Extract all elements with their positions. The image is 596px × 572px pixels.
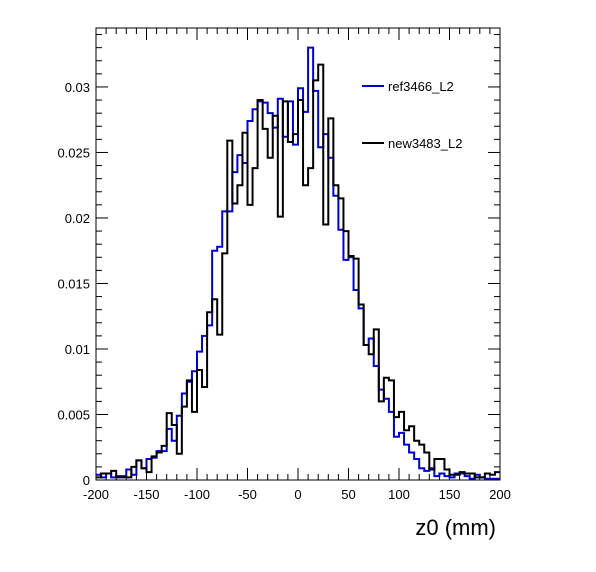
x-axis-title: z0 (mm)	[415, 515, 496, 540]
x-tick-label: 200	[489, 487, 511, 502]
y-tick-label: 0	[83, 473, 90, 488]
series-new	[96, 63, 500, 479]
series-layer	[96, 46, 500, 480]
x-tick-label: 100	[388, 487, 410, 502]
tick-labels: -200 -150 -100 -50 0 50 100 150 200 0 0.005 0.01 0.0…	[57, 80, 510, 502]
x-tick-label: -50	[238, 487, 257, 502]
y-tick-label: 0.005	[57, 407, 90, 422]
y-tick-label: 0.03	[65, 80, 90, 95]
series-line	[96, 63, 500, 479]
x-tick-label: -150	[133, 487, 159, 502]
legend-label-new: new3483_L2	[388, 136, 462, 151]
y-tick-label: 0.01	[65, 342, 90, 357]
x-tick-label: -100	[184, 487, 210, 502]
y-tick-label: 0.025	[57, 145, 90, 160]
legend: ref3466_L2 new3483_L2	[362, 79, 462, 151]
legend-label-ref: ref3466_L2	[388, 79, 454, 94]
y-tick-label: 0.02	[65, 211, 90, 226]
y-tick-label: 0.015	[57, 276, 90, 291]
x-tick-label: 150	[439, 487, 461, 502]
plot-frame	[95, 27, 501, 481]
x-tick-label: -200	[83, 487, 109, 502]
x-tick-label: 0	[294, 487, 301, 502]
x-tick-label: 50	[341, 487, 355, 502]
